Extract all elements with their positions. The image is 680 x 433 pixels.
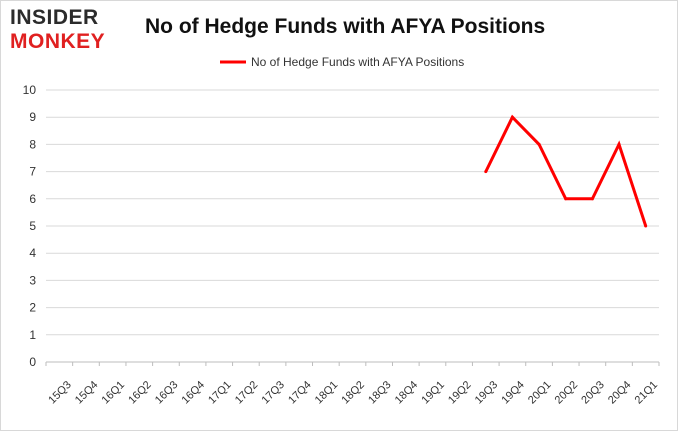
x-tick-label: 20Q2 bbox=[553, 379, 581, 407]
data-point bbox=[564, 197, 568, 201]
y-tick-label: 0 bbox=[29, 355, 36, 369]
y-tick-label: 3 bbox=[29, 273, 36, 287]
insider-monkey-logo: INSIDER MONKEY bbox=[10, 7, 130, 57]
x-tick-label: 20Q3 bbox=[579, 379, 607, 407]
y-tick-label: 4 bbox=[29, 246, 36, 260]
y-tick-label: 1 bbox=[29, 328, 36, 342]
x-tick-label: 19Q4 bbox=[499, 379, 527, 407]
x-tick-label: 15Q4 bbox=[73, 379, 101, 407]
x-tick-label: 18Q3 bbox=[366, 379, 394, 407]
x-tick-label: 16Q4 bbox=[180, 379, 208, 407]
y-tick-label: 9 bbox=[29, 110, 36, 124]
y-tick-label: 8 bbox=[29, 137, 36, 151]
x-tick-label: 15Q3 bbox=[46, 379, 74, 407]
y-tick-label: 5 bbox=[29, 219, 36, 233]
x-tick-label: 20Q4 bbox=[606, 379, 634, 407]
data-point bbox=[590, 197, 594, 201]
x-tick-label: 16Q2 bbox=[126, 379, 154, 407]
chart-title: No of Hedge Funds with AFYA Positions bbox=[145, 15, 546, 38]
legend-label: No of Hedge Funds with AFYA Positions bbox=[251, 55, 464, 69]
legend: No of Hedge Funds with AFYA Positions bbox=[220, 55, 464, 69]
y-tick-label: 7 bbox=[29, 165, 36, 179]
logo-line-2: MONKEY bbox=[10, 30, 106, 53]
x-tick-label: 16Q3 bbox=[153, 379, 181, 407]
grid-lines bbox=[46, 89, 659, 363]
series-lines bbox=[484, 114, 648, 228]
x-tick-label: 19Q1 bbox=[419, 379, 447, 407]
data-point bbox=[484, 170, 488, 174]
data-point bbox=[510, 115, 514, 119]
y-tick-label: 6 bbox=[29, 192, 36, 206]
x-tick-label: 21Q1 bbox=[633, 379, 661, 407]
data-point bbox=[617, 142, 621, 146]
x-tick-label: 18Q1 bbox=[313, 379, 341, 407]
x-tick-label: 20Q1 bbox=[526, 379, 554, 407]
x-tick-label: 17Q3 bbox=[259, 379, 287, 407]
y-tick-labels: 0 1 2 3 4 5 6 7 8 9 10 bbox=[23, 83, 37, 369]
x-tick-label: 19Q2 bbox=[446, 379, 474, 407]
x-tick-label: 18Q2 bbox=[339, 379, 367, 407]
data-point bbox=[537, 142, 541, 146]
data-point bbox=[644, 224, 648, 228]
y-tick-label: 2 bbox=[29, 301, 36, 315]
x-tick-label: 17Q4 bbox=[286, 379, 314, 407]
logo-line-1: INSIDER bbox=[10, 6, 99, 29]
x-tick-label: 17Q2 bbox=[233, 379, 261, 407]
x-tick-label: 16Q1 bbox=[100, 379, 128, 407]
x-tick-label: 17Q1 bbox=[206, 379, 234, 407]
x-tick-labels: 15Q3 15Q4 16Q1 16Q2 16Q3 16Q4 17Q1 17Q2 17Q3 17Q4… bbox=[45, 362, 661, 407]
y-tick-label: 10 bbox=[23, 83, 37, 97]
x-tick-label: 18Q4 bbox=[393, 379, 421, 407]
x-tick-label: 19Q3 bbox=[473, 379, 501, 407]
